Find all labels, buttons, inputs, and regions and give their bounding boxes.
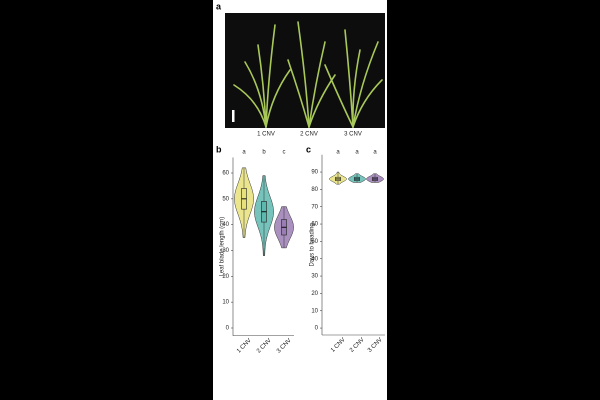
y-tick-label: 80 [311, 187, 318, 193]
leaf [352, 79, 383, 128]
leaf [265, 24, 276, 128]
leaf [352, 41, 379, 128]
photo [225, 13, 385, 128]
leaf [233, 84, 267, 128]
significance-letter: a [355, 150, 359, 156]
y-tick-label: 30 [311, 274, 318, 280]
leaf [324, 64, 354, 128]
plants [233, 21, 383, 128]
y-tick-label: 30 [222, 248, 229, 254]
leaf [257, 44, 267, 128]
y-tick-label: 40 [222, 222, 229, 228]
group-label: 2 CNV [300, 132, 318, 138]
group-label: 1 CNV [257, 132, 275, 138]
leaf [265, 69, 291, 128]
significance-letter: b [262, 150, 266, 156]
y-tick-label: 50 [222, 196, 229, 202]
significance-letter: a [242, 150, 246, 156]
group-label: 3 CNV [344, 132, 362, 138]
y-tick-label: 20 [311, 291, 318, 297]
leaf [287, 59, 310, 128]
leaf [308, 74, 336, 128]
panel-label: b [216, 144, 222, 154]
y-tick-label: 50 [311, 239, 318, 245]
y-tick-label: 70 [311, 204, 318, 210]
significance-letter: c [283, 150, 286, 156]
significance-letter: a [336, 150, 340, 156]
y-tick-label: 40 [311, 256, 318, 262]
y-tick-label: 90 [311, 170, 318, 176]
scale-bar [232, 110, 235, 122]
significance-letter: a [373, 150, 377, 156]
leaf [297, 21, 310, 128]
y-axis-label: Leaf blade length (cm) [220, 217, 226, 277]
y-tick-label: 0 [226, 326, 230, 332]
photo-background [225, 13, 385, 128]
leaf [308, 41, 326, 128]
y-tick-label: 10 [222, 300, 229, 306]
y-tick-label: 60 [311, 222, 318, 228]
y-tick-label: 60 [222, 171, 229, 177]
y-tick-label: 10 [311, 308, 318, 314]
panel-label: a [216, 1, 222, 11]
y-tick-label: 0 [315, 326, 319, 332]
y-axis-label: Days to heading [310, 223, 316, 266]
panel-label: c [306, 144, 311, 154]
y-tick-label: 20 [222, 274, 229, 280]
leaf [352, 49, 361, 128]
